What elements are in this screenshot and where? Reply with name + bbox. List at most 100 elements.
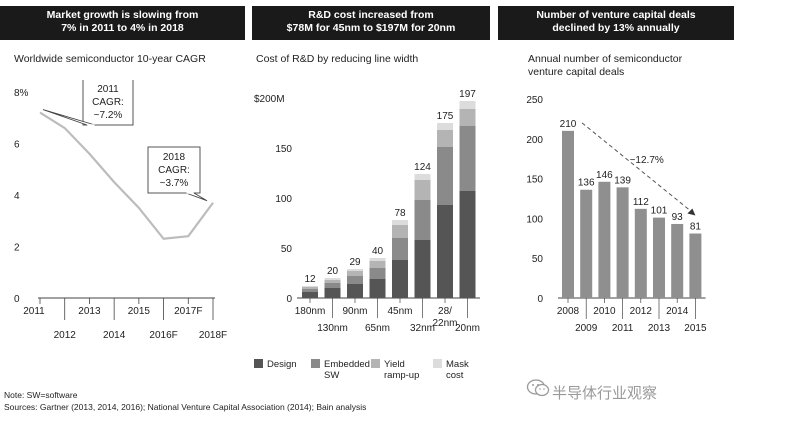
x-tick-label: 2016F <box>149 330 177 341</box>
panel-subtitle: Cost of R&D by reducing line width <box>256 53 419 65</box>
bar-value-label: 81 <box>690 222 702 233</box>
bar-total-label: 175 <box>437 111 454 122</box>
header-line-1: R&D cost increased from <box>308 9 434 21</box>
callout-value: ~7.2% <box>94 110 123 121</box>
rnd-cost-stacked-bar-chart: 0 50 100 150 $200M 12 180nm 20 130nm 29 90nm 40 65nm… <box>254 89 480 380</box>
x-tick-label: 2008 <box>557 306 580 317</box>
bar-segment-mask-cost <box>414 174 431 180</box>
bar-segment-yield-ramp-up <box>459 109 476 126</box>
bar-total-label: 124 <box>414 162 431 173</box>
bar-total-label: 40 <box>372 246 384 257</box>
bar-segment-embedded-sw <box>437 147 453 205</box>
panel-header: Number of venture capital deals declined… <box>498 6 734 40</box>
bar-segment-yield-ramp-up <box>392 225 408 238</box>
bar-segment-yield-ramp-up <box>324 280 341 283</box>
panel-header: Market growth is slowing from 7% in 2011… <box>0 6 245 40</box>
bar-value-label: 93 <box>672 212 684 223</box>
y-tick-label: 4 <box>14 191 20 202</box>
bar-segment-embedded-sw <box>302 289 318 292</box>
header-line-2: declined by 13% annually <box>552 22 680 34</box>
legend-swatch <box>254 359 263 368</box>
footer-sources: Sources: Gartner (2013, 2014, 2016); Nat… <box>4 402 367 412</box>
x-tick-label: 2009 <box>575 323 598 334</box>
y-tick-label: 8% <box>14 88 29 99</box>
legend-label-line2: SW <box>324 370 339 380</box>
legend-label: Embedded <box>324 359 370 370</box>
x-tick-label: 28/ <box>438 306 452 317</box>
y-tick-label: 0 <box>286 294 292 305</box>
callout-label: CAGR: <box>92 97 124 108</box>
bar-segment-mask-cost <box>459 101 476 109</box>
y-tick-label: 0 <box>537 294 543 305</box>
y-tick-label: 100 <box>526 214 543 225</box>
y-tick-label: 0 <box>14 294 20 305</box>
legend-label: Design <box>267 359 297 370</box>
x-tick-label: 45nm <box>387 306 412 317</box>
bar-segment-design <box>347 284 363 298</box>
callout-pointer <box>42 109 96 126</box>
callout-year: 2018 <box>163 152 186 163</box>
panel-subtitle: Worldwide semiconductor 10-year CAGR <box>14 53 206 65</box>
trend-label: −12.7% <box>630 155 664 166</box>
bar-segment-yield-ramp-up <box>302 287 318 289</box>
trend-arrowhead <box>687 208 696 216</box>
x-tick-label: 2012 <box>54 330 77 341</box>
legend-label: Yield <box>384 359 405 370</box>
y-tick-label: 250 <box>526 95 543 106</box>
y-tick-label: 6 <box>14 140 20 151</box>
bar-value-label: 139 <box>614 175 631 186</box>
bar-segment-mask-cost <box>369 258 386 261</box>
bar-segment-design <box>437 205 453 298</box>
bar-segment-design <box>414 240 431 298</box>
callout-value: ~3.7% <box>160 178 189 189</box>
bar-total-label: 12 <box>304 274 316 285</box>
bar-total-label: 29 <box>349 257 361 268</box>
x-tick-label: 2018F <box>199 330 227 341</box>
y-tick-label: 100 <box>275 194 292 205</box>
bar-segment-mask-cost <box>347 269 363 271</box>
x-tick-label: 2015 <box>684 323 707 334</box>
bar-value-label: 112 <box>633 197 649 208</box>
bar-segment-yield-ramp-up <box>414 180 431 200</box>
legend-label: Mask <box>446 359 469 370</box>
panel-header: R&D cost increased from $78M for 45nm to… <box>252 6 490 40</box>
x-tick-label: 2012 <box>630 306 653 317</box>
bar-segment-embedded-sw <box>414 200 431 240</box>
x-tick-label: 32nm <box>410 323 435 334</box>
y-tick-label: 2 <box>14 243 20 254</box>
x-tick-label: 65nm <box>365 323 390 334</box>
cagr-line-chart: 0 2 4 6 8% 2011 2013 2015 2017F 2012 2014 2016F 2018… <box>14 80 227 341</box>
vc-bar <box>689 233 702 298</box>
wechat-logo-icon <box>526 379 550 397</box>
bar-segment-mask-cost <box>437 123 453 130</box>
cagr-line <box>39 111 214 240</box>
bar-segment-embedded-sw <box>459 126 476 191</box>
x-tick-label: 2011 <box>612 323 634 334</box>
y-tick-label: 50 <box>281 244 293 255</box>
legend-label-line2: cost <box>446 370 464 380</box>
x-tick-label: 130nm <box>317 323 348 334</box>
callout-box <box>147 146 201 194</box>
y-tick-label: 150 <box>526 175 543 186</box>
bar-segment-yield-ramp-up <box>347 271 363 276</box>
vc-bar <box>634 208 647 298</box>
footer-note: Note: SW=software <box>4 390 78 400</box>
x-tick-label: 90nm <box>342 306 367 317</box>
callout-box <box>82 80 134 126</box>
x-tick-label: 22nm <box>432 318 457 329</box>
x-tick-label: 2015 <box>128 306 151 317</box>
vc-bar <box>580 189 593 298</box>
panel-subtitle-line-1: Annual number of semiconductor <box>528 53 683 65</box>
bar-segment-embedded-sw <box>347 276 363 284</box>
bar-segment-embedded-sw <box>392 238 408 260</box>
bar-segment-mask-cost <box>324 278 341 280</box>
callout-year: 2011 <box>97 84 119 95</box>
vc-deals-bar-chart: 0 50 100 150 200 250 210 2008 136 2009 146 2010 139 2… <box>526 95 707 334</box>
x-tick-label: 2011 <box>23 306 45 317</box>
trend-arrow-line <box>581 122 692 212</box>
x-tick-label: 2014 <box>666 306 689 317</box>
x-tick-label: 2017F <box>174 306 202 317</box>
bar-segment-yield-ramp-up <box>437 130 453 147</box>
header-line-1: Market growth is slowing from <box>46 9 199 21</box>
bar-segment-mask-cost <box>302 286 318 287</box>
